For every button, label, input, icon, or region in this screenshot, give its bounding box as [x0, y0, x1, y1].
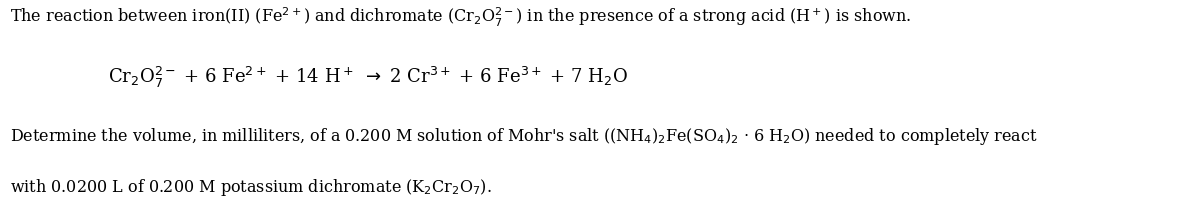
Text: The reaction between iron(II) (Fe$^{2+}$) and dichromate (Cr$_2$O$_7^{2-}$) in t: The reaction between iron(II) (Fe$^{2+}$…	[10, 6, 911, 29]
Text: with 0.0200 L of 0.200 M potassium dichromate (K$_2$Cr$_2$O$_7$).: with 0.0200 L of 0.200 M potassium dichr…	[10, 177, 492, 198]
Text: Cr$_2$O$_7^{2-}$ + 6 Fe$^{2+}$ + 14 H$^+$ $\rightarrow$ 2 Cr$^{3+}$ + 6 Fe$^{3+}: Cr$_2$O$_7^{2-}$ + 6 Fe$^{2+}$ + 14 H$^+…	[108, 65, 628, 90]
Text: Determine the volume, in milliliters, of a 0.200 M solution of Mohr's salt ((NH$: Determine the volume, in milliliters, of…	[10, 126, 1038, 147]
